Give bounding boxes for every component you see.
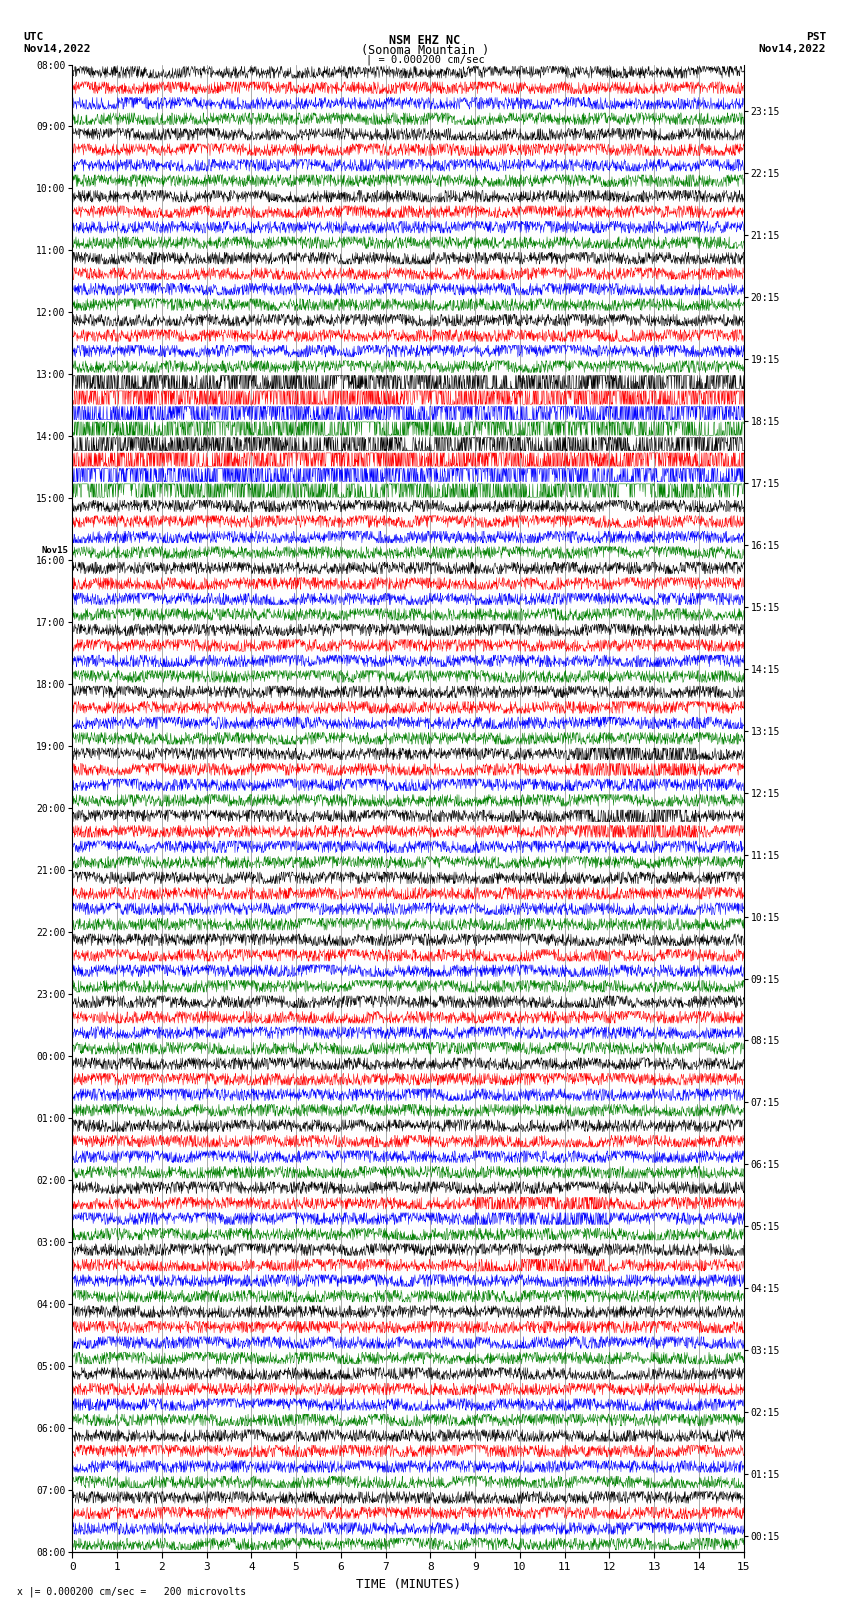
- Text: Nov15: Nov15: [41, 547, 68, 555]
- Text: (Sonoma Mountain ): (Sonoma Mountain ): [361, 44, 489, 56]
- Text: NSM EHZ NC: NSM EHZ NC: [389, 34, 461, 47]
- Text: x |= 0.000200 cm/sec =   200 microvolts: x |= 0.000200 cm/sec = 200 microvolts: [17, 1586, 246, 1597]
- Text: Nov14,2022: Nov14,2022: [759, 44, 826, 53]
- Text: PST: PST: [806, 32, 826, 42]
- Text: Nov14,2022: Nov14,2022: [24, 44, 91, 53]
- Text: UTC: UTC: [24, 32, 44, 42]
- X-axis label: TIME (MINUTES): TIME (MINUTES): [355, 1578, 461, 1590]
- Text: | = 0.000200 cm/sec: | = 0.000200 cm/sec: [366, 55, 484, 66]
